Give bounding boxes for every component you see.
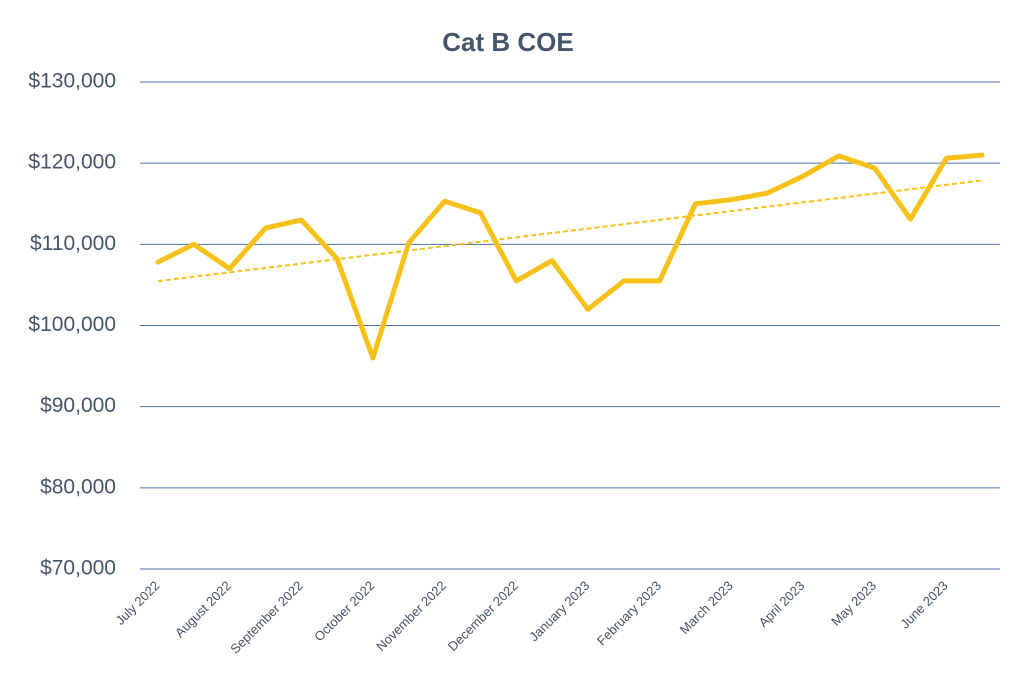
x-tick-label: April 2023 — [755, 578, 807, 630]
y-tick-label: $110,000 — [30, 232, 116, 255]
y-tick-label: $100,000 — [28, 313, 116, 336]
x-tick-label: August 2022 — [172, 578, 234, 640]
y-tick-label: $90,000 — [40, 394, 116, 417]
y-tick-label: $120,000 — [28, 151, 116, 174]
x-tick-label: November 2022 — [373, 578, 449, 654]
x-tick-label: January 2023 — [526, 578, 592, 644]
x-tick-label: June 2023 — [897, 578, 951, 632]
x-tick-label: September 2022 — [227, 578, 306, 657]
y-tick-label: $80,000 — [40, 475, 116, 498]
x-tick-label: May 2023 — [828, 578, 879, 629]
trendline — [157, 179, 983, 283]
y-tick-label: $130,000 — [28, 70, 116, 93]
x-tick-label: February 2023 — [594, 578, 664, 648]
y-tick-label: $70,000 — [40, 557, 116, 580]
x-tick-label: March 2023 — [677, 578, 736, 637]
data-line — [155, 152, 985, 361]
x-tick-label: December 2022 — [445, 578, 521, 654]
x-tick-label: July 2022 — [113, 578, 163, 628]
x-tick-label: October 2022 — [311, 578, 377, 644]
chart-title: Cat B COE — [442, 27, 573, 57]
